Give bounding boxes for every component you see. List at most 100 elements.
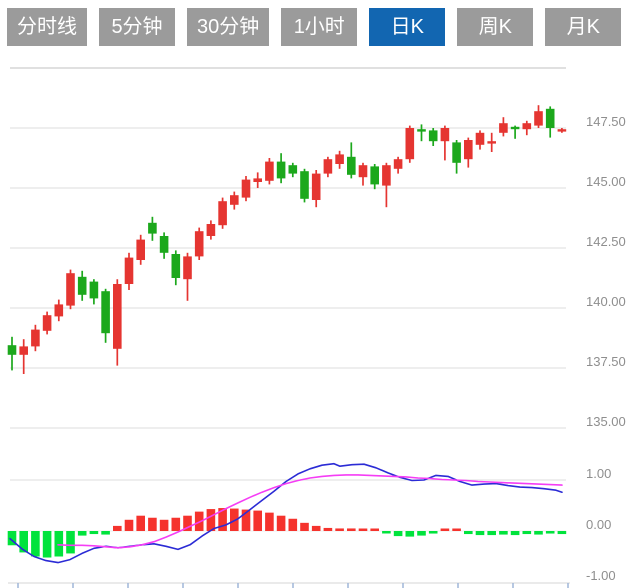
macd-bar-down [545, 531, 555, 534]
candle-up [42, 315, 52, 331]
macd-bar-up [358, 528, 368, 531]
candle-up [311, 173, 321, 200]
candle-up [124, 257, 134, 284]
candle-up [265, 161, 274, 181]
candle-up [522, 123, 532, 130]
candle-up [31, 329, 40, 347]
macd-bar-down [428, 531, 438, 534]
candle-down [159, 236, 169, 253]
candle-down [77, 276, 87, 295]
macd-bar-up [206, 509, 216, 531]
macd-bar-down [101, 531, 110, 535]
macd-bar-up [253, 510, 262, 531]
candle-up [323, 159, 333, 174]
candle-up [557, 129, 567, 132]
macd-bar-up [440, 528, 450, 531]
macd-bar-down [89, 531, 99, 535]
macd-bar-down [7, 531, 17, 546]
candle-down [89, 281, 99, 299]
candle-down [300, 171, 309, 199]
macd-bar-up [311, 525, 321, 531]
dif-line [9, 462, 563, 564]
price-axis-label: 145.00 [586, 174, 626, 189]
candle-up [194, 231, 204, 257]
candle-up [534, 111, 543, 126]
macd-bar-down [66, 531, 75, 554]
macd-bar-down [382, 531, 391, 534]
candle-down [7, 345, 17, 355]
macd-bar-down [475, 531, 485, 536]
macd-axis-label: 0.00 [586, 517, 611, 532]
macd-bar-down [405, 531, 415, 537]
candle-up [382, 165, 391, 186]
price-axis-label: 142.50 [586, 234, 626, 249]
tab-1hour[interactable]: 1小时 [281, 8, 358, 46]
macd-bar-down [522, 531, 532, 535]
candle-up [241, 179, 251, 198]
macd-bar-up [136, 515, 145, 531]
macd-bar-up [230, 508, 239, 531]
candle-up [66, 273, 75, 306]
candle-down [510, 126, 520, 130]
macd-bar-down [557, 531, 567, 535]
macd-bar-up [370, 528, 379, 531]
macd-bar-down [487, 531, 496, 536]
price-axis-label: 140.00 [586, 294, 626, 309]
candle-up [218, 201, 227, 226]
candle-up [253, 178, 262, 182]
candle-down [452, 142, 461, 163]
macd-bar-up [452, 528, 461, 531]
macd-bar-up [218, 508, 227, 531]
macd-bar-down [464, 531, 473, 535]
candle-up [440, 128, 450, 142]
candle-up [19, 346, 28, 355]
macd-bar-down [77, 531, 87, 536]
macd-bar-up [159, 519, 169, 531]
macd-bar-down [393, 531, 403, 537]
candle-up [335, 154, 344, 164]
candle-up [136, 239, 145, 260]
macd-bar-down [19, 531, 28, 553]
macd-bar-up [148, 517, 157, 531]
price-axis-label: 147.50 [586, 114, 626, 129]
candle-down [276, 161, 286, 179]
macd-bar-down [499, 531, 508, 535]
tab-monthly-k[interactable]: 月K [545, 8, 622, 46]
candle-down [148, 222, 157, 234]
candle-up [230, 195, 239, 205]
macd-bar-down [534, 531, 543, 535]
macd-bar-up [113, 525, 122, 531]
tab-5min[interactable]: 5分钟 [99, 8, 175, 46]
candle-down [545, 108, 555, 128]
macd-bar-up [335, 528, 344, 531]
macd-axis-label: -1.00 [586, 568, 616, 583]
chart-period-tabbar: 分时线 5分钟 30分钟 1小时 日K 周K 月K [7, 8, 622, 46]
candle-up [113, 284, 122, 349]
tab-timeline[interactable]: 分时线 [7, 8, 87, 46]
candle-up [358, 165, 368, 178]
macd-bar-up [183, 515, 192, 531]
macd-bar-up [171, 517, 181, 531]
macd-bar-down [31, 531, 40, 557]
price-axis-label: 135.00 [586, 414, 626, 429]
macd-bar-down [510, 531, 520, 536]
candle-up [393, 159, 403, 169]
candle-up [499, 123, 508, 133]
macd-bar-up [265, 512, 274, 531]
candle-up [206, 224, 216, 236]
candle-down [171, 254, 181, 278]
tab-weekly-k[interactable]: 周K [457, 8, 534, 46]
macd-bar-up [300, 522, 309, 531]
macd-bar-down [417, 531, 426, 536]
candle-up [54, 304, 64, 317]
price-axis-label: 137.50 [586, 354, 626, 369]
tab-30min[interactable]: 30分钟 [187, 8, 270, 46]
candle-up [464, 140, 473, 160]
macd-bar-up [288, 518, 298, 531]
candle-up [183, 256, 192, 280]
tab-daily-k[interactable]: 日K [369, 8, 446, 46]
dea-line [57, 474, 563, 549]
candle-up [405, 128, 415, 160]
macd-bar-up [323, 527, 333, 531]
